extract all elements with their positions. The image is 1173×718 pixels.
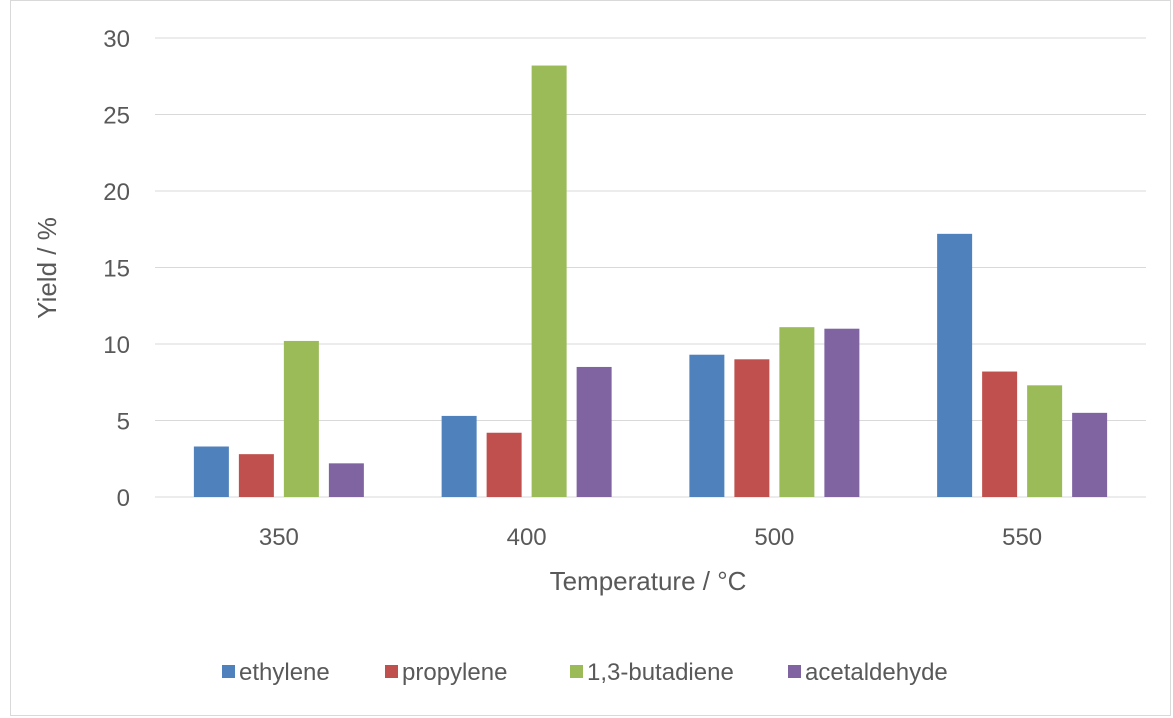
- x-axis-label: Temperature / °C: [550, 566, 747, 596]
- bar-acetaldehyde-550: [1072, 412, 1108, 497]
- bar-1-3-butadiene-400: [531, 65, 567, 497]
- bar-ethylene-550: [937, 233, 973, 497]
- x-tick-label: 500: [754, 524, 794, 551]
- bar-propylene-400: [486, 432, 522, 497]
- y-tick-label: 10: [103, 332, 130, 359]
- y-axis-ticks: 0 5 10 15 20 25 30: [103, 26, 130, 512]
- bar-propylene-550: [982, 371, 1018, 497]
- legend-swatch: [222, 665, 235, 678]
- x-tick-label: 550: [1002, 524, 1042, 551]
- legend-label: acetaldehyde: [805, 659, 948, 686]
- bar-ethylene-400: [441, 415, 477, 497]
- bar-ethylene-500: [689, 354, 725, 497]
- bar-1-3-butadiene-500: [779, 327, 815, 497]
- bar-1-3-butadiene-550: [1027, 385, 1063, 497]
- x-tick-label: 350: [259, 524, 299, 551]
- y-tick-label: 15: [103, 256, 130, 283]
- legend-swatch: [385, 665, 398, 678]
- bar-propylene-500: [734, 359, 770, 497]
- y-axis-label: Yield / %: [32, 217, 62, 319]
- y-tick-label: 20: [103, 179, 130, 206]
- legend-swatch: [788, 665, 801, 678]
- legend: ethylene propylene 1,3-butadiene acetaldehy…: [222, 659, 948, 686]
- y-tick-label: 25: [103, 103, 130, 130]
- x-axis-ticks: 350 400 500 550: [259, 524, 1042, 551]
- chart-frame: [10, 0, 1171, 716]
- gridlines: [155, 37, 1146, 421]
- y-tick-label: 30: [103, 26, 130, 53]
- y-tick-label: 5: [117, 409, 130, 436]
- legend-swatch: [570, 665, 583, 678]
- bar-propylene-350: [238, 454, 274, 497]
- legend-label: 1,3-butadiene: [587, 659, 734, 686]
- bar-acetaldehyde-500: [824, 328, 860, 497]
- y-tick-label: 0: [117, 485, 130, 512]
- bar-1-3-butadiene-350: [283, 340, 319, 497]
- bar-acetaldehyde-400: [576, 366, 612, 497]
- x-tick-label: 400: [507, 524, 547, 551]
- bar-acetaldehyde-350: [328, 463, 364, 497]
- legend-label: propylene: [402, 659, 507, 686]
- legend-label: ethylene: [239, 659, 330, 686]
- bar-ethylene-350: [193, 446, 229, 497]
- bars: [193, 65, 1108, 497]
